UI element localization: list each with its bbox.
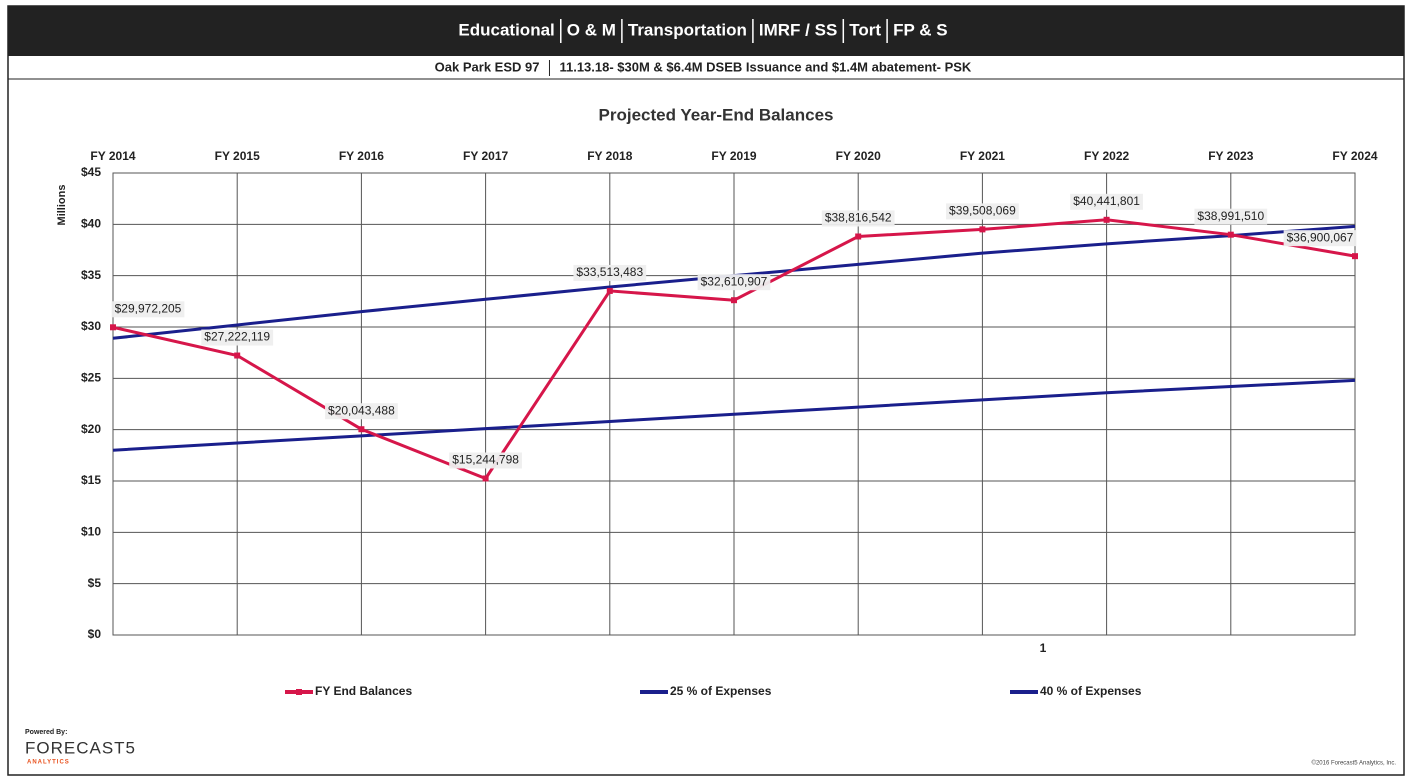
x-tick-label: FY 2021 bbox=[960, 149, 1005, 163]
marker bbox=[358, 426, 365, 433]
value-label: $33,513,483 bbox=[576, 265, 643, 279]
x-tick-label: FY 2019 bbox=[711, 149, 756, 163]
value-label: $20,043,488 bbox=[328, 403, 395, 417]
y-axis-label: Millions bbox=[56, 185, 68, 226]
y-tick-label: $25 bbox=[81, 371, 101, 385]
legend-label: FY End Balances bbox=[315, 684, 412, 698]
value-label-bg bbox=[697, 274, 771, 291]
header-bar bbox=[8, 6, 1404, 56]
chart-title: Projected Year-End Balances bbox=[599, 105, 834, 124]
y-tick-label: $0 bbox=[88, 627, 102, 641]
y-tick-label: $40 bbox=[81, 217, 101, 231]
x-tick-label: FY 2023 bbox=[1208, 149, 1253, 163]
value-label: $38,816,542 bbox=[825, 211, 892, 225]
value-label: $29,972,205 bbox=[115, 301, 182, 315]
value-label: $15,244,798 bbox=[452, 453, 519, 467]
x-tick-label: FY 2022 bbox=[1084, 149, 1129, 163]
value-label: $27,222,119 bbox=[204, 330, 270, 344]
subtitle: Oak Park ESD 97 bbox=[435, 59, 540, 74]
value-label-bg bbox=[1070, 193, 1143, 210]
legend-marker bbox=[296, 689, 302, 695]
copyright: ©2016 Forecast5 Analytics, Inc. bbox=[1312, 760, 1397, 767]
tab[interactable]: Tort bbox=[849, 20, 881, 39]
legend-label: 40 % of Expenses bbox=[1040, 684, 1142, 698]
marker bbox=[979, 226, 986, 233]
value-label: $36,900,067 bbox=[1287, 230, 1354, 244]
tab[interactable]: Transportation bbox=[628, 20, 747, 39]
x-tick-label: FY 2024 bbox=[1332, 149, 1377, 163]
value-label-bg bbox=[449, 452, 522, 469]
value-label: $40,441,801 bbox=[1073, 194, 1140, 208]
value-label: $32,610,907 bbox=[701, 274, 768, 288]
x-tick-label: FY 2020 bbox=[836, 149, 881, 163]
brand: FORECAST5 bbox=[25, 738, 136, 757]
x-tick-label: FY 2016 bbox=[339, 149, 384, 163]
x-tick-label: FY 2017 bbox=[463, 149, 508, 163]
y-tick-label: $15 bbox=[81, 473, 101, 487]
value-label-bg bbox=[821, 210, 895, 227]
y-tick-label: $10 bbox=[81, 525, 101, 539]
marker bbox=[731, 297, 737, 304]
marker bbox=[855, 233, 862, 240]
marker bbox=[234, 352, 241, 359]
value-label-bg bbox=[1194, 208, 1268, 225]
value-label: $38,991,510 bbox=[1197, 209, 1264, 223]
y-tick-label: $45 bbox=[81, 165, 101, 179]
legend-label: 25 % of Expenses bbox=[670, 684, 772, 698]
marker bbox=[1227, 231, 1234, 238]
y-tick-label: $30 bbox=[81, 319, 101, 333]
marker bbox=[1352, 253, 1358, 260]
annotation: 1 bbox=[1040, 641, 1047, 655]
tab[interactable]: O & M bbox=[567, 20, 616, 39]
value-label-bg bbox=[946, 203, 1019, 220]
plot-border bbox=[112, 172, 1356, 636]
tab[interactable]: FP & S bbox=[893, 20, 947, 39]
powered-by: Powered By: bbox=[25, 729, 67, 736]
marker bbox=[482, 475, 489, 482]
x-tick-label: FY 2014 bbox=[90, 149, 135, 163]
value-label-bg bbox=[111, 301, 185, 318]
x-tick-label: FY 2018 bbox=[587, 149, 632, 163]
y-tick-label: $20 bbox=[81, 422, 101, 436]
series-line bbox=[112, 378, 1356, 452]
y-tick-label: $5 bbox=[88, 576, 102, 590]
value-label-bg bbox=[201, 329, 274, 346]
marker bbox=[606, 287, 613, 294]
value-label-bg bbox=[325, 403, 398, 420]
marker bbox=[110, 324, 116, 331]
x-tick-label: FY 2015 bbox=[215, 149, 260, 163]
tab[interactable]: IMRF / SS bbox=[759, 20, 837, 39]
y-tick-label: $35 bbox=[81, 268, 101, 282]
marker bbox=[1103, 216, 1110, 223]
tab[interactable]: Educational bbox=[458, 20, 554, 39]
brand-sub: ANALYTICS bbox=[27, 760, 70, 766]
value-label-bg bbox=[1283, 230, 1357, 247]
value-label: $39,508,069 bbox=[949, 204, 1016, 218]
subtitle: 11.13.18- $30M & $6.4M DSEB Issuance and… bbox=[559, 59, 971, 74]
value-label-bg bbox=[573, 264, 647, 281]
